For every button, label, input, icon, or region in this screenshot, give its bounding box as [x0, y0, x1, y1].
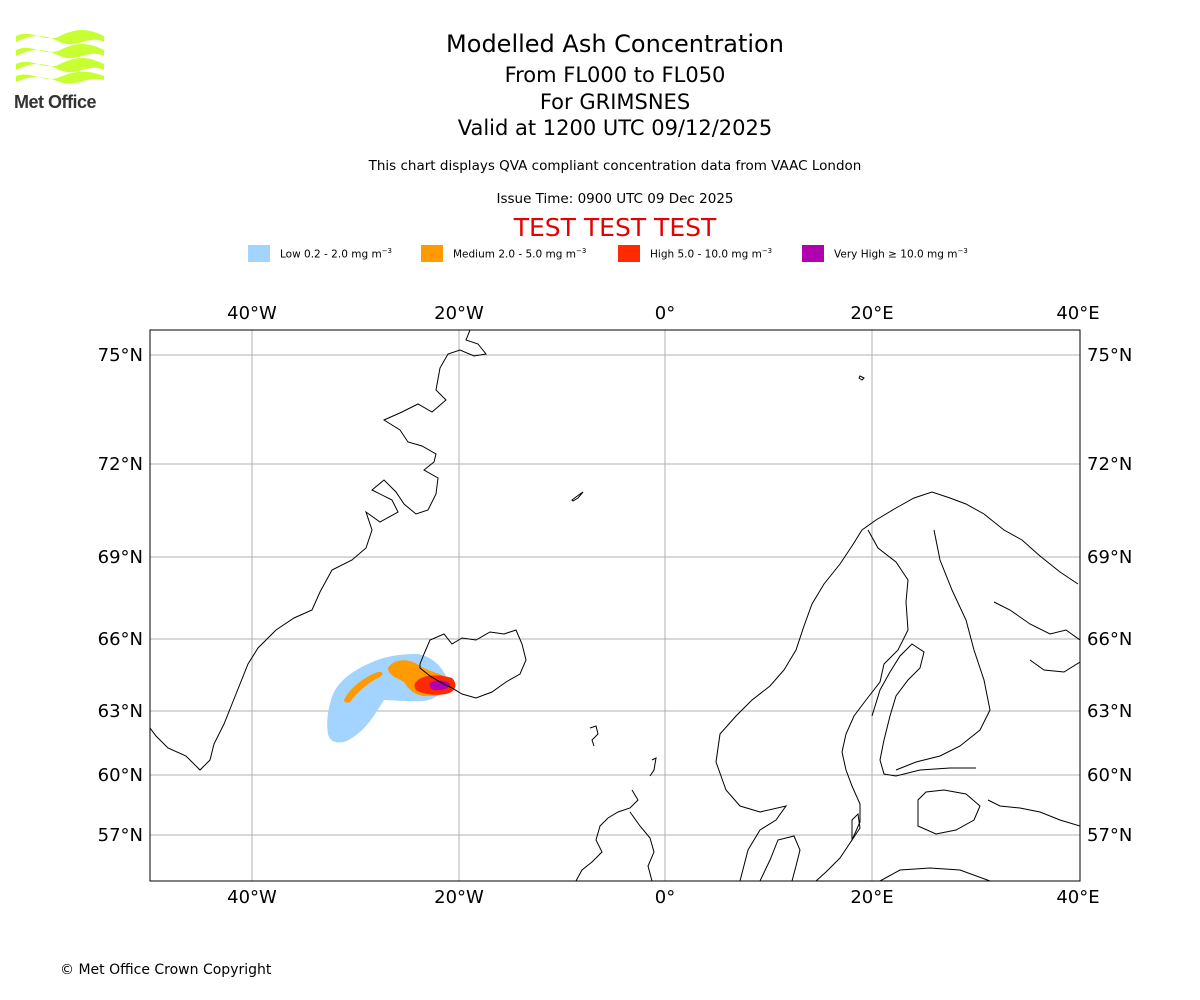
lat-label-right-75n: 75°N	[1087, 345, 1132, 366]
logo-text: Met Office	[14, 92, 97, 112]
volcano-name: For GRIMSNES	[539, 90, 691, 114]
greenland-coast	[150, 330, 487, 771]
issue-time: Issue Time: 0900 UTC 09 Dec 2025	[496, 191, 734, 207]
lat-label-left-63n: 63°N	[98, 701, 143, 722]
lat-label-left-60n: 60°N	[98, 765, 143, 786]
test-banner: TEST TEST TEST	[513, 213, 717, 242]
lon-label-bottom-40w: 40°W	[227, 887, 277, 908]
scotland-coast	[575, 789, 655, 881]
lat-label-left-57n: 57°N	[98, 825, 143, 846]
legend-swatch-high	[618, 245, 640, 262]
lat-label-right-63n: 63°N	[1087, 701, 1132, 722]
lat-label-right-66n: 66°N	[1087, 629, 1132, 650]
legend-swatch-low	[248, 245, 270, 262]
coastlines	[150, 330, 1080, 881]
shetland-coast	[649, 757, 657, 777]
lon-label-top-20e: 20°E	[850, 303, 893, 324]
flight-levels: From FL000 to FL050	[504, 63, 726, 87]
lon-label-bottom-40e: 40°E	[1056, 887, 1099, 908]
copyright: © Met Office Crown Copyright	[60, 962, 272, 978]
baltic-coast	[871, 529, 991, 777]
lon-label-bottom-0: 0°	[655, 887, 675, 908]
legend-label-low: Low 0.2 - 2.0 mg m	[280, 248, 382, 261]
lat-label-left-75n: 75°N	[98, 345, 143, 366]
met-office-wave-icon	[16, 30, 104, 84]
lon-label-top-40e: 40°E	[1056, 303, 1099, 324]
compliance-note: This chart displays QVA compliant concen…	[368, 158, 862, 174]
estonia-russia-coast	[987, 601, 1080, 827]
legend-label-high: High 5.0 - 10.0 mg m	[650, 248, 762, 261]
lon-label-top-20w: 20°W	[434, 303, 484, 324]
chart-title: Modelled Ash Concentration	[446, 30, 784, 58]
legend-label-very-high: Very High ≥ 10.0 mg m	[834, 248, 958, 261]
legend-swatch-medium	[421, 245, 443, 262]
graticule	[150, 330, 1080, 881]
lat-label-left-72n: 72°N	[98, 454, 143, 475]
lat-label-right-72n: 72°N	[1087, 454, 1132, 475]
faroes-coast	[589, 725, 599, 747]
ash-medium-region-west	[344, 671, 383, 703]
map-frame	[149, 329, 1081, 882]
valid-time: Valid at 1200 UTC 09/12/2025	[457, 116, 773, 140]
lon-label-top-40w: 40°W	[227, 303, 277, 324]
lat-label-left-69n: 69°N	[98, 547, 143, 568]
legend-label-medium: Medium 2.0 - 5.0 mg m	[453, 248, 576, 261]
lat-label-left-66n: 66°N	[98, 629, 143, 650]
jan-mayen-coast	[571, 491, 584, 502]
met-office-logo: Met Office	[14, 30, 114, 112]
lat-label-right-57n: 57°N	[1087, 825, 1132, 846]
ash-very-high-region	[429, 680, 450, 691]
lon-label-bottom-20w: 20°W	[434, 887, 484, 908]
lon-label-top-0: 0°	[655, 303, 675, 324]
legend-swatch-very-high	[802, 245, 824, 262]
bear-island-coast	[858, 375, 865, 381]
denmark-coast	[759, 835, 801, 881]
scandinavia-coast	[715, 491, 1079, 881]
sweden-finland-border	[815, 529, 909, 881]
southern-baltic-coast	[879, 789, 991, 881]
lon-label-bottom-20e: 20°E	[850, 887, 893, 908]
gotland-coast	[851, 812, 861, 842]
lat-label-right-60n: 60°N	[1087, 765, 1132, 786]
iceland-coast	[419, 629, 527, 699]
lat-label-right-69n: 69°N	[1087, 547, 1132, 568]
